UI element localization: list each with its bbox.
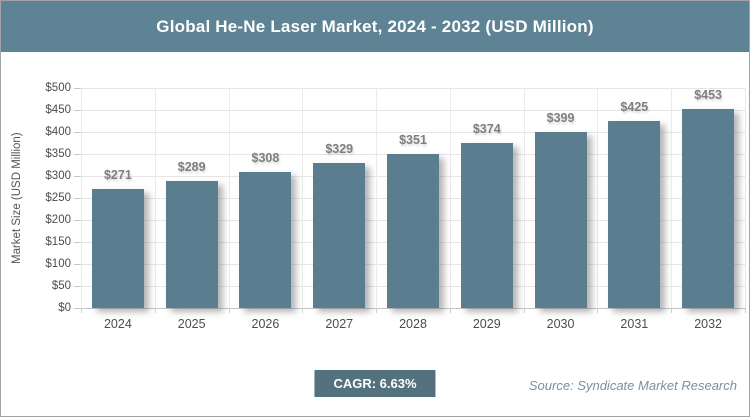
y-tick-mark xyxy=(74,154,81,155)
x-tick-label: 2025 xyxy=(177,317,206,331)
x-tick-label: 2027 xyxy=(325,317,354,331)
y-tick-mark xyxy=(74,132,81,133)
chart-title: Global He-Ne Laser Market, 2024 - 2032 (… xyxy=(156,16,594,36)
y-tick-mark xyxy=(74,242,81,243)
bar-value-label: $329 xyxy=(325,142,354,157)
y-tick-mark xyxy=(74,176,81,177)
gridline-v xyxy=(523,88,525,308)
x-tick-mark xyxy=(449,308,451,313)
y-tick-label: $300 xyxy=(45,170,71,182)
x-tick-label: 2028 xyxy=(399,317,427,331)
bar-value-label: $374 xyxy=(472,122,501,137)
x-tick-label: 2026 xyxy=(251,317,280,331)
chart-title-bar: Global He-Ne Laser Market, 2024 - 2032 (… xyxy=(1,1,749,52)
gridline-h xyxy=(81,132,745,133)
x-tick-mark xyxy=(376,308,378,313)
x-tick-mark xyxy=(302,308,304,313)
y-tick-mark xyxy=(74,308,81,309)
y-tick-label: $400 xyxy=(45,126,71,138)
bar-2031 xyxy=(608,121,661,308)
x-tick-mark xyxy=(745,308,746,313)
bar-value-label: $399 xyxy=(546,111,575,126)
gridline-v xyxy=(228,88,230,308)
bar-2027 xyxy=(313,163,366,308)
gridline-v xyxy=(302,88,304,308)
y-tick-mark xyxy=(74,110,81,111)
y-tick-mark xyxy=(74,198,81,199)
bar-2026 xyxy=(239,172,292,308)
y-tick-mark xyxy=(74,286,81,287)
bar-value-label: $271 xyxy=(103,167,132,182)
bar-value-label: $425 xyxy=(620,100,649,114)
source-text: Source: Syndicate Market Research xyxy=(528,378,737,393)
x-tick-mark xyxy=(81,308,82,313)
gridline-v xyxy=(376,88,378,308)
x-tick-mark xyxy=(671,308,673,313)
bar-value-label: $308 xyxy=(251,151,280,166)
plot-area: $0 $50 $100 $150 $200 $250 $300 $350 $400 $450 $50… xyxy=(45,82,746,331)
gridline-v xyxy=(745,88,746,308)
x-tick-label: 2024 xyxy=(103,317,132,331)
y-tick-label: $100 xyxy=(45,258,71,270)
y-tick-mark xyxy=(74,264,81,265)
bar-2028 xyxy=(387,153,439,308)
bar-value-label: $453 xyxy=(694,87,723,102)
y-tick-label: $500 xyxy=(45,82,71,94)
y-tick-label: $450 xyxy=(45,104,71,116)
bar-2025 xyxy=(165,180,218,308)
x-tick-label: 2031 xyxy=(620,317,649,331)
bar-value-label: $289 xyxy=(177,159,206,174)
y-tick-mark xyxy=(74,220,81,221)
y-tick-label: $350 xyxy=(45,148,71,160)
x-tick-label: 2032 xyxy=(694,317,723,331)
x-tick-mark xyxy=(523,308,525,313)
bar-value-label: $351 xyxy=(399,132,427,147)
bar-2029 xyxy=(460,143,513,308)
gridline-h xyxy=(81,110,745,111)
x-tick-mark xyxy=(597,308,599,313)
bar-2024 xyxy=(91,188,144,308)
gridline-h xyxy=(81,308,745,309)
bar-2032 xyxy=(682,108,735,308)
bar-2030 xyxy=(534,132,587,308)
x-tick-label: 2029 xyxy=(472,317,501,331)
gridline-v xyxy=(671,88,673,308)
x-tick-label: 2030 xyxy=(546,317,575,331)
gridline-v xyxy=(154,88,156,308)
gridline-v xyxy=(597,88,599,308)
cagr-badge: CAGR: 6.63% xyxy=(314,370,436,397)
x-tick-mark xyxy=(154,308,156,313)
gridline-h xyxy=(81,88,745,89)
x-tick-mark xyxy=(228,308,230,313)
y-tick-mark xyxy=(74,88,81,89)
y-tick-label: $200 xyxy=(45,214,71,226)
y-tick-label: $150 xyxy=(45,236,71,248)
y-tick-label: $50 xyxy=(51,280,71,292)
y-tick-label: $250 xyxy=(45,192,71,204)
y-tick-label: $0 xyxy=(58,302,71,314)
gridline-v xyxy=(81,88,82,308)
gridline-v xyxy=(449,88,451,308)
